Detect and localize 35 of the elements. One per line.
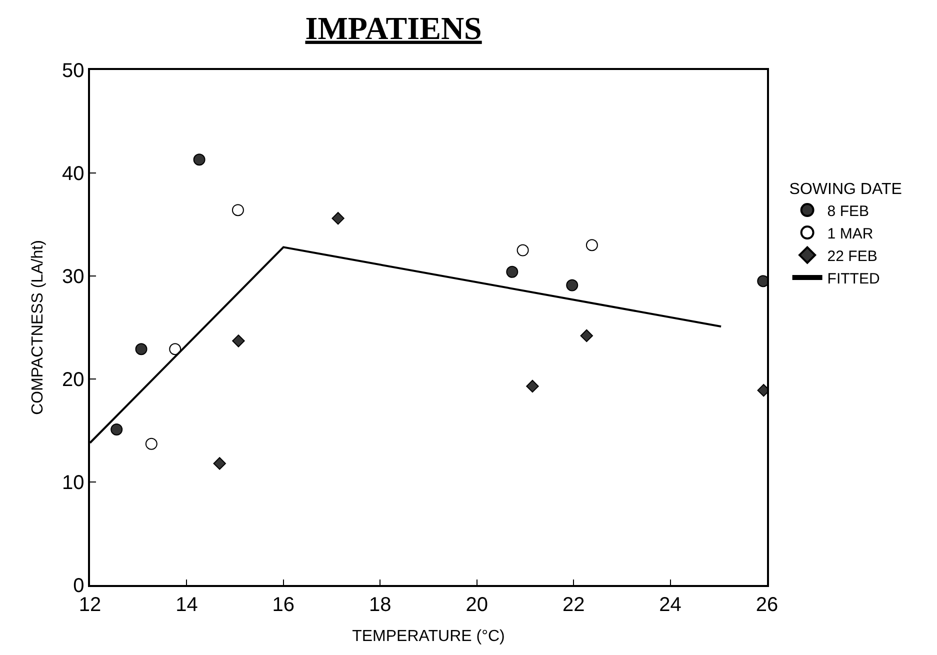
x-tick-label: 22 [562,594,585,616]
x-tick-label: 24 [659,594,682,616]
y-tick-label: 40 [62,163,84,185]
point [193,154,206,166]
legend-label: 8 FEB [827,202,869,220]
point [232,204,244,216]
point [145,438,158,450]
point [110,423,123,436]
chart-title: IMPATIENS [305,10,482,46]
x-tick-label: 18 [369,594,392,616]
point [232,334,245,348]
point [169,343,182,356]
point [213,457,226,470]
point [526,380,539,393]
point [332,212,344,225]
x-tick-label: 26 [756,594,778,616]
x-tick-label: 16 [272,594,295,616]
x-tick-label: 14 [176,594,198,616]
x-axis-title: TEMPERATURE (°C) [352,628,505,645]
y-tick-label: 10 [62,472,84,494]
legend-label: FITTED [827,270,880,288]
y-tick-label: 30 [62,266,84,288]
point [135,343,148,356]
legend-label: 22 FEB [827,248,878,265]
legend-label: 1 MAR [827,225,874,242]
y-axis-title: COMPACTNESS (LA/ht) [29,240,46,415]
point [516,244,529,256]
y-tick-label: 20 [62,369,84,391]
point [566,279,578,292]
point [586,239,598,252]
legend-title: SOWING DATE [789,180,902,198]
y-tick-label: 50 [62,60,84,82]
x-tick-label: 20 [466,594,488,616]
point [580,329,593,342]
point [506,266,518,278]
